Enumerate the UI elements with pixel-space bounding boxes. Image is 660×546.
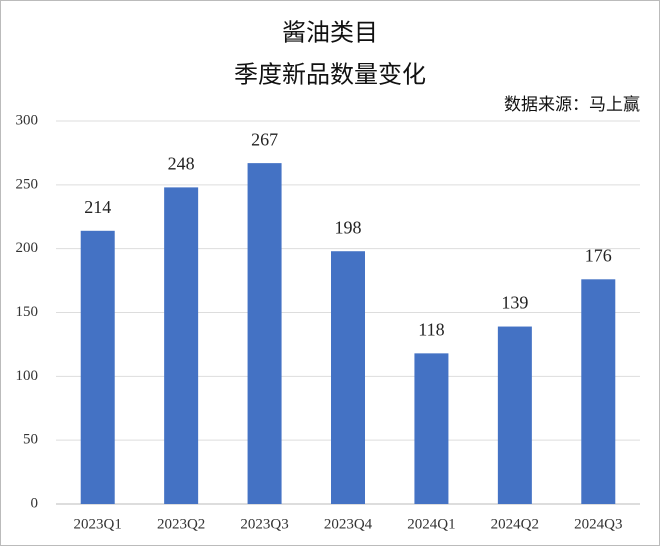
- value-label: 139: [501, 293, 528, 313]
- x-tick-label: 2023Q1: [74, 516, 122, 532]
- y-tick-label: 200: [16, 240, 39, 256]
- value-label: 198: [335, 217, 362, 237]
- bar: [581, 279, 616, 504]
- y-tick-label: 150: [16, 304, 39, 320]
- x-tick-label: 2023Q4: [324, 516, 373, 532]
- bar: [414, 353, 449, 504]
- x-tick-label: 2024Q1: [407, 516, 455, 532]
- bar: [247, 163, 282, 504]
- y-tick-label: 0: [31, 495, 39, 511]
- value-label: 267: [251, 129, 278, 149]
- source-note: 数据来源：马上赢: [504, 95, 640, 114]
- y-tick-label: 250: [16, 176, 39, 192]
- value-label: 118: [418, 319, 444, 339]
- chart-title: 酱油类目: [282, 20, 378, 47]
- value-label: 248: [168, 154, 195, 174]
- x-tick-label: 2023Q2: [157, 516, 205, 532]
- value-label: 176: [585, 245, 612, 265]
- bar: [164, 187, 199, 505]
- y-tick-label: 100: [16, 368, 39, 384]
- y-tick-label: 300: [16, 112, 39, 128]
- x-tick-label: 2023Q3: [240, 516, 288, 532]
- chart-subtitle: 季度新品数量变化: [234, 62, 426, 89]
- x-tick-label: 2024Q3: [574, 516, 622, 532]
- value-label: 214: [84, 197, 111, 217]
- y-tick-label: 50: [23, 432, 38, 448]
- bar: [331, 251, 365, 504]
- bar: [80, 230, 115, 504]
- bar: [497, 326, 532, 504]
- x-tick-label: 2024Q2: [491, 516, 539, 532]
